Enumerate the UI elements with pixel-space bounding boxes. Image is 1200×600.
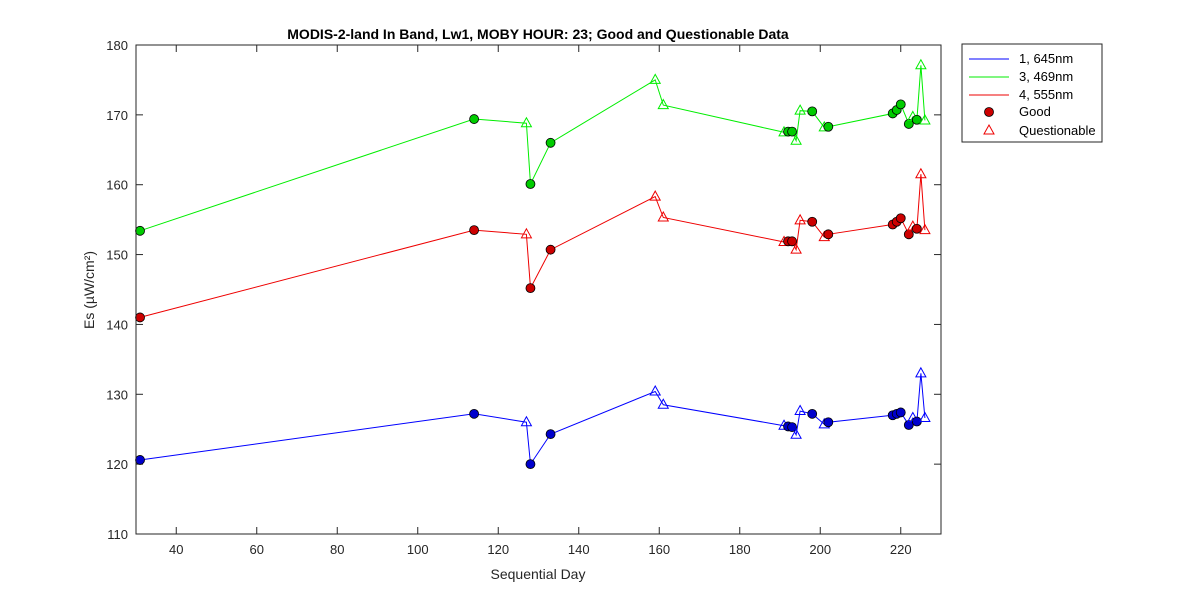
good-point <box>787 422 797 433</box>
questionable-point <box>520 415 533 427</box>
good-point <box>911 223 922 234</box>
good-point <box>135 455 145 465</box>
y-axis-ticks: 110 120 130 140 150 160 170 180 <box>106 38 941 542</box>
questionable-point <box>794 104 806 115</box>
questionable-point <box>790 134 802 145</box>
y-tick-label: 130 <box>106 387 128 402</box>
legend-label-questionable: Questionable <box>1019 123 1096 138</box>
good-point <box>525 283 536 294</box>
questionable-point <box>919 113 931 125</box>
good-point <box>823 417 834 428</box>
legend-marker-good <box>984 107 994 117</box>
questionable-point <box>790 243 802 254</box>
questionable-point <box>649 73 662 84</box>
series-1 <box>135 58 931 236</box>
x-tick-label: 220 <box>890 542 912 557</box>
questionable-point <box>794 404 806 416</box>
good-point <box>135 312 145 323</box>
good-point <box>895 407 906 418</box>
y-axis-title: Es (µW/cm²) <box>81 251 97 329</box>
x-tick-label: 140 <box>568 542 590 557</box>
legend-label-645nm: 1, 645nm <box>1019 51 1073 66</box>
good-point <box>525 459 536 470</box>
questionable-point <box>520 116 533 128</box>
questionable-point <box>657 98 670 110</box>
questionable-point <box>649 384 662 396</box>
good-point <box>787 236 797 247</box>
y-tick-label: 180 <box>106 38 128 53</box>
good-point <box>545 429 556 440</box>
questionable-point <box>657 398 670 409</box>
good-point <box>807 408 818 419</box>
good-point <box>807 216 818 227</box>
questionable-point <box>915 167 927 179</box>
questionable-point <box>919 411 931 423</box>
x-tick-label: 100 <box>407 542 429 557</box>
y-tick-label: 160 <box>106 178 128 193</box>
series-2 <box>135 167 931 323</box>
x-tick-label: 120 <box>487 542 509 557</box>
y-tick-label: 120 <box>106 457 128 472</box>
good-point <box>469 408 480 419</box>
good-point <box>903 229 914 240</box>
questionable-point <box>520 227 533 239</box>
questionable-point <box>919 223 931 235</box>
good-point <box>823 229 834 240</box>
x-axis-title: Sequential Day <box>491 566 586 582</box>
good-point <box>135 225 145 236</box>
good-point <box>911 114 922 125</box>
x-tick-label: 60 <box>250 542 264 557</box>
legend-label-good: Good <box>1019 104 1051 119</box>
questionable-point <box>657 211 670 222</box>
good-point <box>787 126 797 137</box>
series-layer <box>135 58 931 470</box>
x-tick-label: 40 <box>169 542 183 557</box>
questionable-point <box>649 190 662 201</box>
x-tick-label: 180 <box>729 542 751 557</box>
chart-title: MODIS-2-land In Band, Lw1, MOBY HOUR: 23… <box>287 26 789 42</box>
plot-area <box>136 45 941 534</box>
legend-marker-questionable <box>983 123 995 135</box>
legend-label-555nm: 4, 555nm <box>1019 87 1073 102</box>
y-tick-label: 140 <box>106 317 128 332</box>
series-0 <box>135 366 931 470</box>
good-point <box>469 225 480 236</box>
x-axis-ticks: 40 60 80 100 120 140 160 180 200 220 <box>169 45 912 557</box>
good-point <box>895 99 906 110</box>
x-tick-label: 80 <box>330 542 344 557</box>
y-tick-label: 170 <box>106 108 128 123</box>
good-point <box>545 137 556 148</box>
plot-frame <box>135 44 942 535</box>
good-point <box>545 244 556 255</box>
good-point <box>469 114 480 124</box>
y-tick-label: 150 <box>106 248 128 263</box>
legend-label-469nm: 3, 469nm <box>1019 69 1073 84</box>
y-tick-label: 110 <box>107 527 128 542</box>
good-point <box>807 106 818 117</box>
good-point <box>525 179 536 189</box>
x-tick-label: 160 <box>648 542 670 557</box>
legend: 1, 645nm 3, 469nm 4, 555nm Good Question… <box>961 43 1103 143</box>
good-point <box>895 213 906 224</box>
questionable-point <box>794 213 806 225</box>
good-point <box>823 121 834 132</box>
questionable-point <box>790 428 802 439</box>
legend-box <box>961 43 1103 143</box>
x-tick-label: 200 <box>809 542 831 557</box>
questionable-point <box>915 366 927 378</box>
questionable-point <box>915 58 927 70</box>
